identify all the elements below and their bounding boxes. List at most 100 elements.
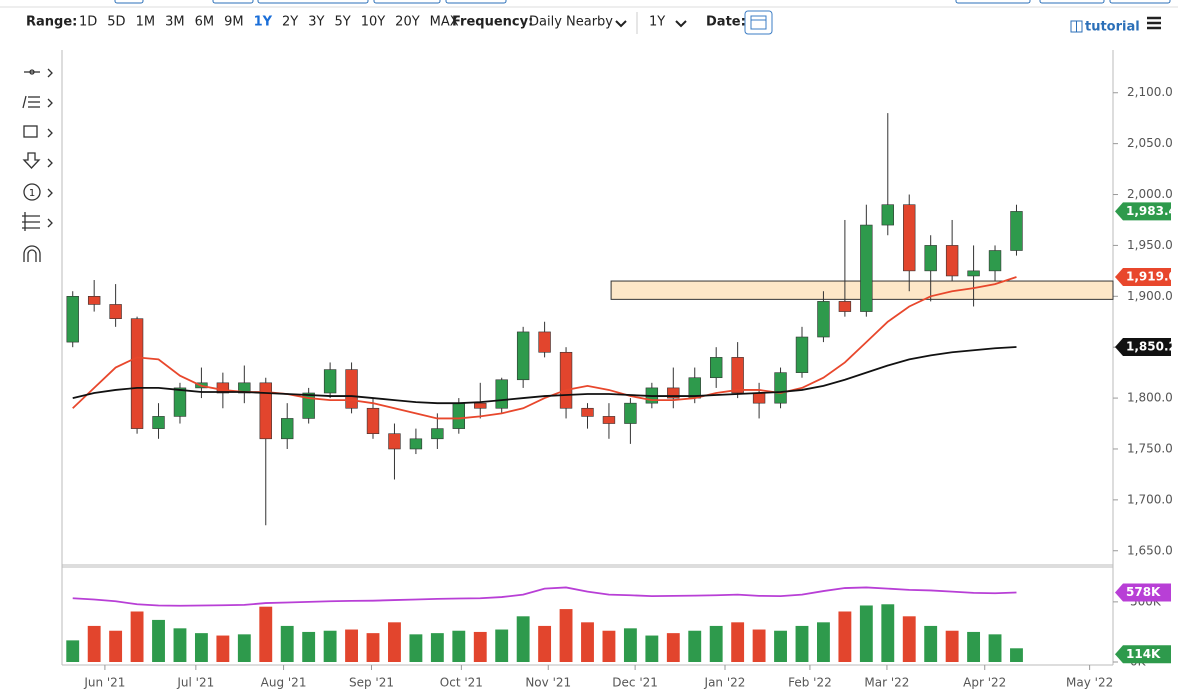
x-tick-label: Feb '22 — [788, 676, 832, 690]
volume-bar — [881, 604, 895, 662]
volume-bar — [173, 628, 187, 662]
candle-body — [366, 407, 380, 435]
candle-body — [259, 382, 272, 440]
moving-average — [72, 276, 1017, 420]
volume-bar — [538, 625, 552, 662]
x-tick-label: Jul '21 — [176, 676, 214, 690]
candle-body — [409, 438, 423, 450]
y-tick-label: 2,100.0 — [1127, 85, 1173, 99]
volume-bar — [87, 625, 101, 662]
range-button[interactable]: 1Y — [254, 15, 273, 30]
range-button[interactable]: 3Y — [308, 15, 324, 30]
range-button[interactable]: 1M — [136, 15, 156, 30]
candle-body — [881, 204, 894, 226]
x-tick-label: Sep '21 — [349, 676, 394, 690]
date-label: Date: — [706, 15, 746, 30]
volume-bar — [259, 606, 273, 662]
range-button[interactable]: 9M — [224, 15, 244, 30]
volume-bar — [323, 630, 337, 662]
candle-body — [752, 392, 766, 404]
range-button[interactable]: 10Y — [361, 15, 386, 30]
volume-bar — [130, 611, 144, 662]
volume-bar — [216, 635, 230, 662]
menu-button[interactable] — [1147, 16, 1161, 30]
candle-body — [345, 369, 358, 409]
candle-body — [431, 428, 444, 440]
volume-bar — [709, 625, 723, 662]
candle-body — [452, 402, 466, 429]
range-button[interactable]: 5Y — [334, 15, 350, 30]
volume-bar — [388, 622, 401, 662]
volume-bar — [473, 631, 487, 662]
tutorial-link[interactable]: tutorial — [1085, 20, 1140, 35]
candle-body — [323, 369, 337, 394]
value-badge — [1115, 645, 1171, 664]
candle-body — [838, 301, 852, 312]
value-badge-label: 114K — [1126, 647, 1161, 661]
range-buttons: 1D 5D 1M 3M 6M 9M 1Y 2Y 3Y 5Y 10Y 20Y MAX — [79, 15, 459, 30]
y-tick-label: 2,050.0 — [1127, 136, 1173, 150]
candle-body — [281, 418, 294, 440]
range-button[interactable]: 1D — [79, 15, 97, 30]
y-tick-label: 1,700.0 — [1127, 492, 1173, 506]
y-tick-label: 1,750.0 — [1127, 441, 1173, 455]
volume-bar — [666, 633, 680, 662]
value-badge-label: 578K — [1126, 585, 1161, 599]
x-tick-label: Jun '21 — [83, 676, 125, 690]
volume-bar — [495, 629, 509, 662]
volume-bar — [366, 633, 380, 662]
value-badge — [1115, 202, 1171, 221]
tool-icon-digit: 1 — [29, 188, 35, 199]
volume-bar — [688, 630, 702, 662]
range-button[interactable]: 5D — [107, 15, 125, 30]
volume-bar — [774, 630, 787, 662]
range-button[interactable]: MAX — [430, 15, 459, 30]
volume-bar — [66, 640, 80, 662]
candle-body — [795, 336, 809, 373]
y-tick-label: 1,650.0 — [1127, 543, 1173, 557]
candle-body — [860, 224, 873, 312]
y-tick-label: 1,900.0 — [1127, 289, 1173, 303]
value-badge-label: 1,850.2 — [1126, 339, 1177, 353]
candle-body — [624, 402, 637, 424]
period-select[interactable]: 1Y — [649, 15, 665, 30]
candle-body — [173, 387, 187, 417]
volume-bar — [109, 630, 123, 662]
volume-bar — [409, 634, 423, 662]
candle-body — [988, 250, 1002, 272]
x-tick-label: Mar '22 — [864, 676, 909, 690]
volume-bar — [516, 616, 530, 662]
candle-body — [87, 296, 101, 305]
range-button[interactable]: 3M — [165, 15, 185, 30]
volume-bar — [902, 616, 916, 662]
candle-body — [924, 245, 937, 272]
volume-line — [72, 586, 1017, 607]
candle-body — [667, 387, 680, 399]
range-button[interactable]: 6M — [195, 15, 215, 30]
frequency-label: Frequency: — [452, 15, 533, 30]
x-tick-label: Nov '21 — [525, 676, 571, 690]
candle-body — [152, 416, 165, 429]
frequency-select[interactable]: Daily Nearby — [529, 15, 613, 30]
calendar-button[interactable] — [744, 10, 773, 35]
range-button[interactable]: 2Y — [282, 15, 298, 30]
x-tick-label: Oct '21 — [440, 676, 483, 690]
volume-bar — [924, 625, 938, 662]
value-badge-label: 1,983.4 — [1126, 204, 1177, 218]
drawing-tools[interactable] — [22, 68, 53, 262]
candle-body — [602, 416, 616, 424]
volume-bar — [795, 625, 809, 662]
value-badge-label: 1,919.0 — [1126, 269, 1177, 283]
volume-bar — [623, 628, 637, 662]
chart-frame — [61, 50, 1114, 666]
dropdown-arrow — [615, 20, 627, 28]
x-tick-label: Dec '21 — [612, 676, 658, 690]
candle-body — [709, 357, 723, 379]
candle-body — [538, 331, 551, 353]
volume-bar — [345, 629, 358, 662]
volume-bar — [602, 630, 616, 662]
range-button[interactable]: 20Y — [395, 15, 420, 30]
volume-bar — [752, 629, 766, 662]
x-tick-label: May '22 — [1066, 676, 1113, 690]
volume-bar — [1010, 648, 1023, 662]
